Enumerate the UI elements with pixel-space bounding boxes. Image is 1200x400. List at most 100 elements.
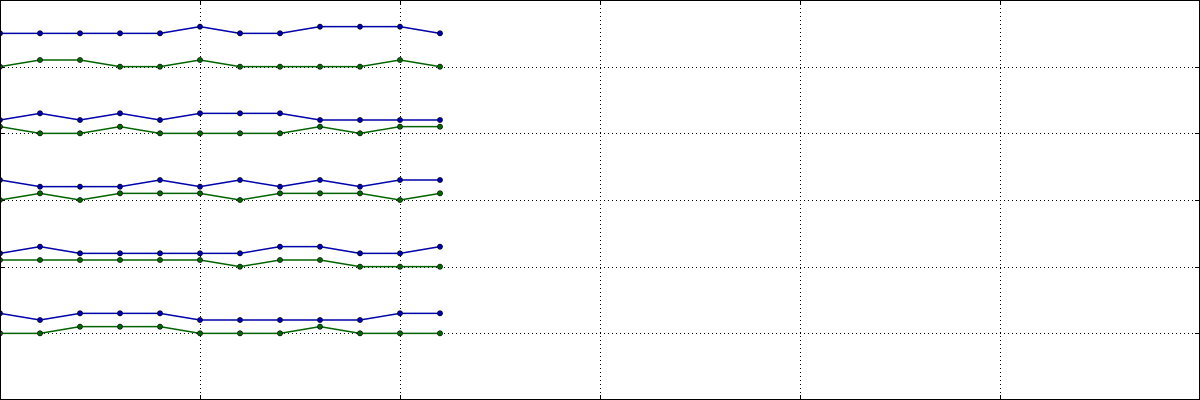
data-point [77, 183, 83, 190]
data-point [437, 123, 443, 130]
series-line [0, 312, 440, 321]
data-point [197, 330, 203, 337]
data-point [37, 57, 43, 63]
data-point [277, 317, 283, 323]
data-point [117, 190, 123, 197]
series-1-band-3 [0, 177, 443, 190]
data-point [357, 23, 363, 30]
data-point [117, 110, 123, 117]
data-point [397, 117, 403, 123]
data-point [237, 177, 243, 183]
data-point [197, 183, 203, 190]
data-point [357, 117, 363, 123]
series-line [0, 245, 441, 255]
data-point [37, 130, 43, 137]
data-point [37, 110, 43, 117]
data-point [437, 177, 443, 183]
data-point [117, 250, 123, 257]
data-point [357, 317, 363, 323]
data-point [357, 63, 363, 70]
data-point [277, 183, 283, 190]
data-point [317, 23, 323, 30]
data-point [357, 183, 363, 190]
data-point [317, 177, 323, 183]
data-point [37, 183, 43, 190]
data-point [317, 63, 323, 70]
series-2-band-4 [0, 257, 443, 270]
data-point [277, 190, 283, 197]
data-point [197, 110, 203, 117]
data-point [77, 30, 83, 37]
data-point [437, 30, 443, 37]
data-point [37, 243, 43, 250]
data-point [77, 197, 83, 203]
data-point [157, 130, 163, 137]
data-point [397, 330, 403, 337]
data-point [277, 257, 283, 263]
series-layer [0, 23, 443, 337]
data-point [397, 250, 403, 257]
data-point [397, 310, 403, 317]
data-point [77, 257, 83, 263]
data-point [37, 317, 43, 323]
data-point [197, 257, 203, 263]
data-point [437, 243, 443, 250]
data-point [117, 183, 123, 190]
data-point [237, 63, 243, 70]
data-point [317, 323, 323, 330]
data-point [437, 63, 443, 70]
data-point [277, 243, 283, 250]
data-point [357, 263, 363, 270]
data-point [157, 257, 163, 263]
data-point [117, 310, 123, 317]
data-point [37, 257, 43, 263]
data-point [197, 130, 203, 137]
data-point [117, 63, 123, 70]
data-point [437, 310, 443, 317]
data-point [157, 250, 163, 257]
data-point [197, 57, 203, 63]
data-point [37, 190, 43, 197]
data-point [397, 177, 403, 183]
data-point [357, 190, 363, 197]
data-point [237, 30, 243, 37]
data-point [157, 30, 163, 37]
data-point [197, 190, 203, 197]
data-point [277, 110, 283, 117]
data-point [317, 257, 323, 263]
series-1-band-2 [0, 110, 443, 123]
data-point [117, 257, 123, 263]
data-point [277, 330, 283, 337]
data-point [437, 117, 443, 123]
series-line [0, 112, 440, 121]
data-point [157, 117, 163, 123]
data-point [317, 117, 323, 123]
data-point [157, 177, 163, 183]
series-line [0, 325, 440, 335]
data-point [197, 23, 203, 30]
series-line [0, 59, 441, 68]
series-1-band-1 [0, 23, 443, 37]
series-2-band-3 [0, 190, 443, 203]
data-point [237, 330, 243, 337]
data-point [157, 190, 163, 197]
data-point [37, 30, 43, 37]
data-point [317, 123, 323, 130]
data-point [77, 57, 83, 63]
data-point [157, 63, 163, 70]
data-point [277, 130, 283, 137]
series-line [0, 25, 441, 35]
data-point [197, 317, 203, 323]
series-2-band-5 [0, 323, 443, 337]
data-point [237, 130, 243, 137]
data-point [277, 63, 283, 70]
data-point [237, 110, 243, 117]
data-point [397, 197, 403, 203]
data-point [397, 263, 403, 270]
data-point [357, 130, 363, 137]
series-line [0, 179, 440, 188]
data-point [397, 123, 403, 130]
data-point [237, 263, 243, 270]
data-point [317, 190, 323, 197]
